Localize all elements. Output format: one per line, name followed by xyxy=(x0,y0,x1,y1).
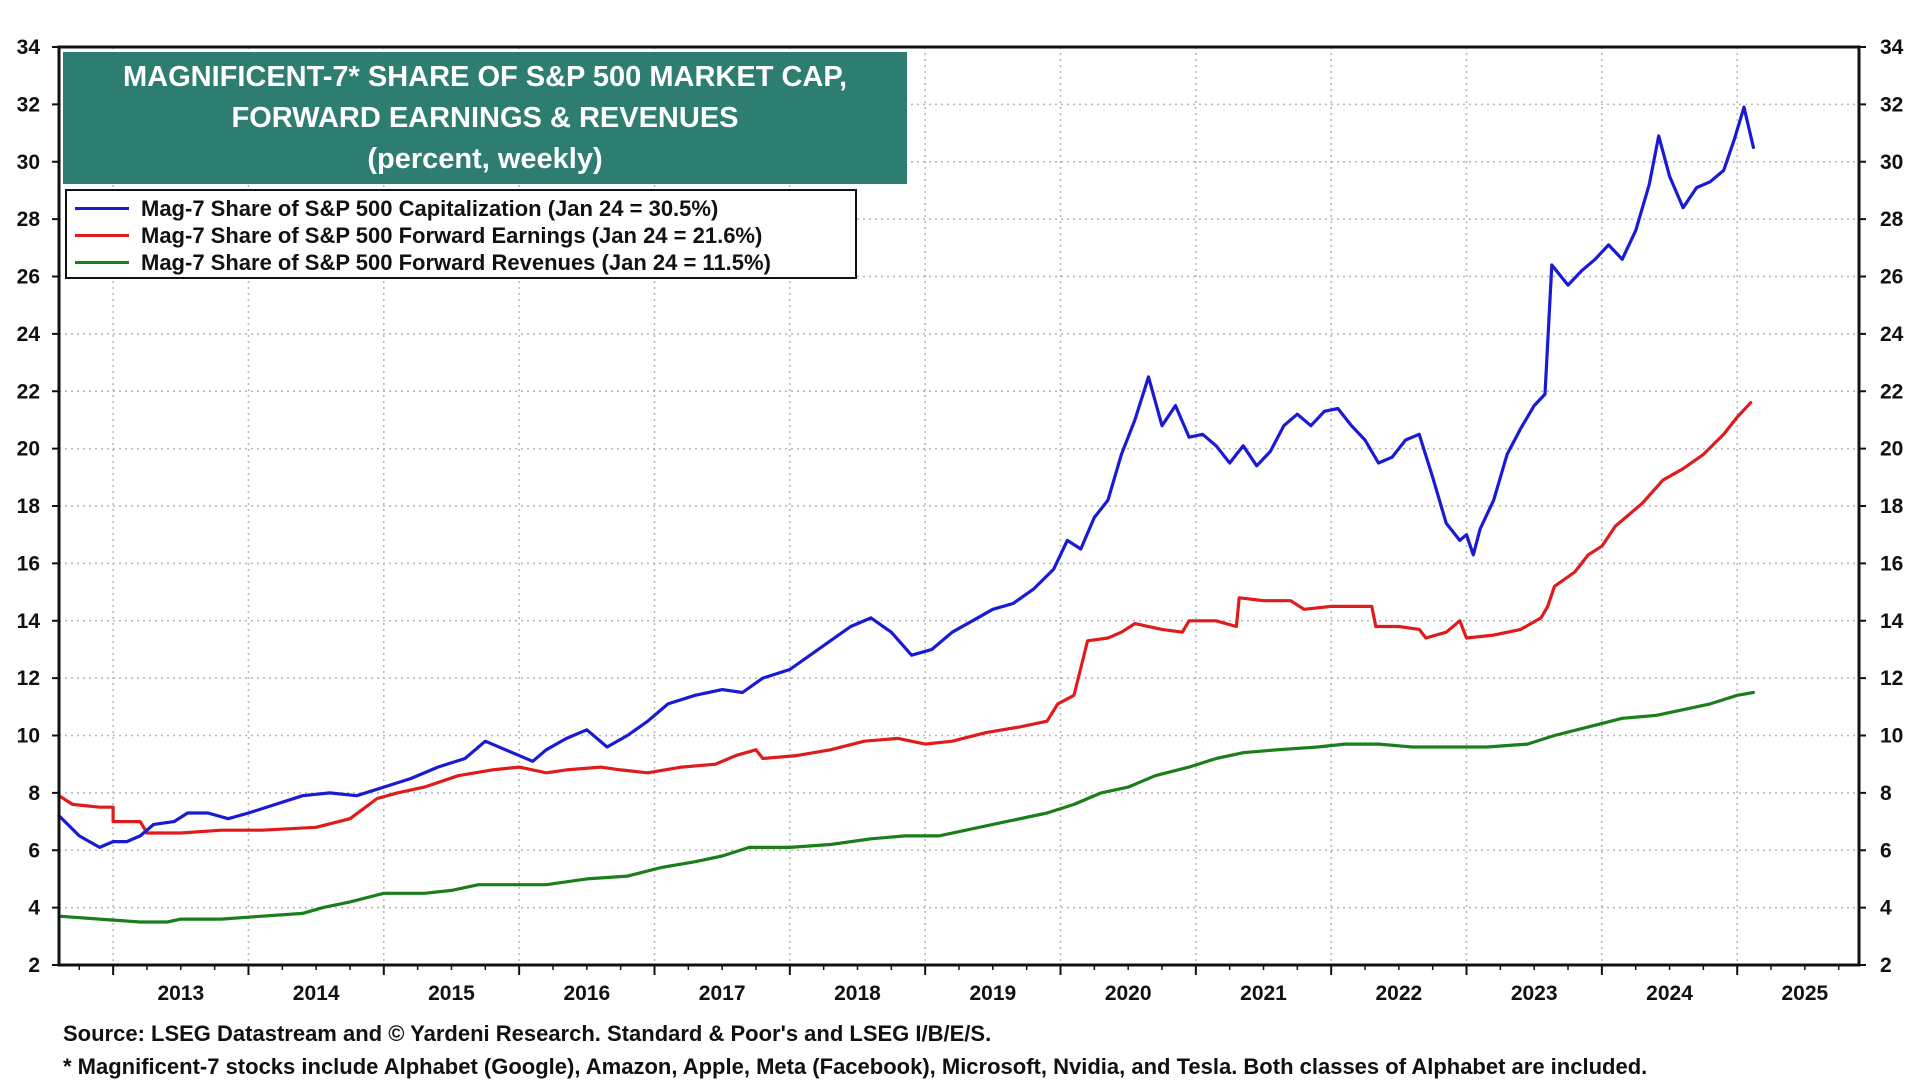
y-tick-label-left: 28 xyxy=(17,208,41,231)
y-tick-label-left: 8 xyxy=(28,782,40,805)
y-tick-label-right: 26 xyxy=(1880,266,1903,289)
y-tick-label-left: 20 xyxy=(17,438,40,461)
y-tick-label-left: 22 xyxy=(17,380,40,403)
legend-item-earnings: Mag-7 Share of S&P 500 Forward Earnings … xyxy=(75,222,855,249)
y-tick-label-left: 14 xyxy=(17,610,41,633)
y-tick-label-left: 18 xyxy=(17,495,41,518)
x-tick-label: 2015 xyxy=(428,982,475,1005)
y-tick-label-left: 32 xyxy=(17,93,40,116)
x-tick-label: 2025 xyxy=(1782,982,1829,1005)
y-tick-label-right: 32 xyxy=(1880,93,1903,116)
y-tick-label-right: 22 xyxy=(1880,380,1903,403)
x-tick-label: 2021 xyxy=(1240,982,1287,1005)
gridlines xyxy=(59,47,1859,965)
footnotes: Source: LSEG Datastream and © Yardeni Re… xyxy=(63,1017,1647,1083)
chart-title-line-3: (percent, weekly) xyxy=(367,143,603,175)
legend-label-capitalization: Mag-7 Share of S&P 500 Capitalization (J… xyxy=(141,195,719,221)
source-note: Source: LSEG Datastream and © Yardeni Re… xyxy=(63,1021,992,1046)
legend: Mag-7 Share of S&P 500 Capitalization (J… xyxy=(65,189,857,279)
y-tick-label-right: 34 xyxy=(1880,36,1904,59)
y-tick-label-left: 12 xyxy=(17,667,40,690)
y-tick-label-right: 24 xyxy=(1880,323,1904,346)
y-tick-label-right: 2 xyxy=(1880,954,1892,977)
y-tick-label-right: 14 xyxy=(1880,610,1904,633)
y-tick-label-right: 20 xyxy=(1880,438,1903,461)
x-tick-label: 2022 xyxy=(1375,982,1422,1005)
x-tick-label: 2013 xyxy=(157,982,204,1005)
y-tick-label-left: 30 xyxy=(17,151,40,174)
y-tick-label-right: 12 xyxy=(1880,667,1903,690)
series-line-capitalization xyxy=(57,105,1755,849)
x-tick-label: 2014 xyxy=(293,982,340,1005)
legend-item-revenues: Mag-7 Share of S&P 500 Forward Revenues … xyxy=(75,249,855,276)
legend-label-earnings: Mag-7 Share of S&P 500 Forward Earnings … xyxy=(141,222,763,248)
chart-title-line-2: FORWARD EARNINGS & REVENUES xyxy=(231,102,739,134)
y-tick-label-right: 30 xyxy=(1880,151,1903,174)
y-tick-label-right: 18 xyxy=(1880,495,1904,518)
definition-note: * Magnificent-7 stocks include Alphabet … xyxy=(63,1054,1648,1079)
y-tick-label-right: 4 xyxy=(1880,897,1892,920)
y-tick-label-left: 10 xyxy=(17,725,40,748)
y-tick-label-right: 28 xyxy=(1880,208,1904,231)
y-tick-label-left: 6 xyxy=(28,839,40,862)
y-tick-label-left: 4 xyxy=(28,897,40,920)
x-tick-label: 2020 xyxy=(1105,982,1152,1005)
y-tick-label-right: 6 xyxy=(1880,839,1892,862)
y-tick-label-left: 26 xyxy=(17,266,40,289)
x-tick-label: 2017 xyxy=(699,982,746,1005)
y-tick-label-left: 24 xyxy=(17,323,41,346)
x-tick-label: 2019 xyxy=(969,982,1016,1005)
y-tick-label-right: 8 xyxy=(1880,782,1892,805)
series-line-revenues xyxy=(57,690,1755,924)
y-tick-label-left: 2 xyxy=(28,954,40,977)
legend-swatch-revenues xyxy=(75,261,129,264)
x-tick-label: 2018 xyxy=(834,982,881,1005)
series-line-earnings xyxy=(57,401,1753,835)
legend-label-revenues: Mag-7 Share of S&P 500 Forward Revenues … xyxy=(141,249,771,275)
x-tick-label: 2024 xyxy=(1646,982,1693,1005)
y-tick-label-left: 34 xyxy=(17,36,41,59)
y-tick-label-right: 16 xyxy=(1880,552,1903,575)
y-tick-label-left: 16 xyxy=(17,552,40,575)
x-tick-label: 2016 xyxy=(563,982,610,1005)
legend-item-capitalization: Mag-7 Share of S&P 500 Capitalization (J… xyxy=(75,195,855,222)
legend-swatch-capitalization xyxy=(75,207,129,210)
chart-title: MAGNIFICENT-7* SHARE OF S&P 500 MARKET C… xyxy=(63,52,907,184)
series-lines xyxy=(57,105,1755,924)
y-tick-label-right: 10 xyxy=(1880,725,1903,748)
x-tick-label: 2023 xyxy=(1511,982,1558,1005)
chart-title-line-1: MAGNIFICENT-7* SHARE OF S&P 500 MARKET C… xyxy=(122,61,848,93)
legend-swatch-earnings xyxy=(75,234,129,237)
